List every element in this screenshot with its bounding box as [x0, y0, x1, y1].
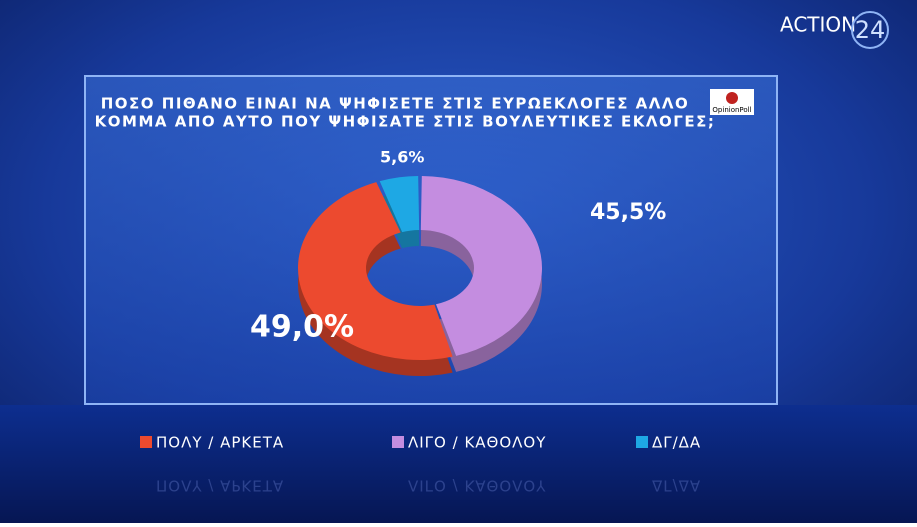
legend-reflection: ΛΙΓΟ / ΚΑΘΟΛΟΥ: [408, 477, 546, 495]
legend-reflection: ΔΓ/ΔΑ: [652, 477, 701, 495]
channel-number: 24: [855, 16, 886, 44]
slice: [379, 176, 420, 233]
slice: [420, 176, 542, 356]
legend-swatch: [636, 436, 648, 448]
legend-label: ΔΓ/ΔΑ: [652, 434, 701, 452]
chart-title: ΚΟΜΜΑ ΑΠΟ ΑΥΤΟ ΠΟΥ ΨΗΦΙΣΑΤΕ ΣΤΙΣ ΒΟΥΛΕΥΤ…: [95, 113, 716, 131]
value-label: 45,5%: [590, 200, 666, 225]
value-label: 5,6%: [380, 148, 424, 167]
channel-name: ACTION: [780, 13, 856, 37]
legend-swatch: [140, 436, 152, 448]
legend-swatch: [392, 436, 404, 448]
legend-label: ΛΙΓΟ / ΚΑΘΟΛΟΥ: [408, 434, 546, 452]
logo-ring: [851, 11, 889, 49]
slice: [298, 182, 453, 360]
source-logo-dot: [726, 92, 738, 104]
legend-reflection: ΠΟΛΥ / ΑΡΚΕΤΑ: [156, 477, 284, 495]
floor: [0, 405, 917, 523]
chart-title: ΠΟΣΟ ΠΙΘΑΝΟ ΕΙΝΑΙ ΝΑ ΨΗΦΙΣΕΤΕ ΣΤΙΣ ΕΥΡΩΕ…: [101, 95, 690, 113]
source-logo: OpinionPoll: [712, 106, 751, 114]
legend-label: ΠΟΛΥ / ΑΡΚΕΤΑ: [156, 434, 284, 452]
value-label: 49,0%: [250, 310, 354, 345]
